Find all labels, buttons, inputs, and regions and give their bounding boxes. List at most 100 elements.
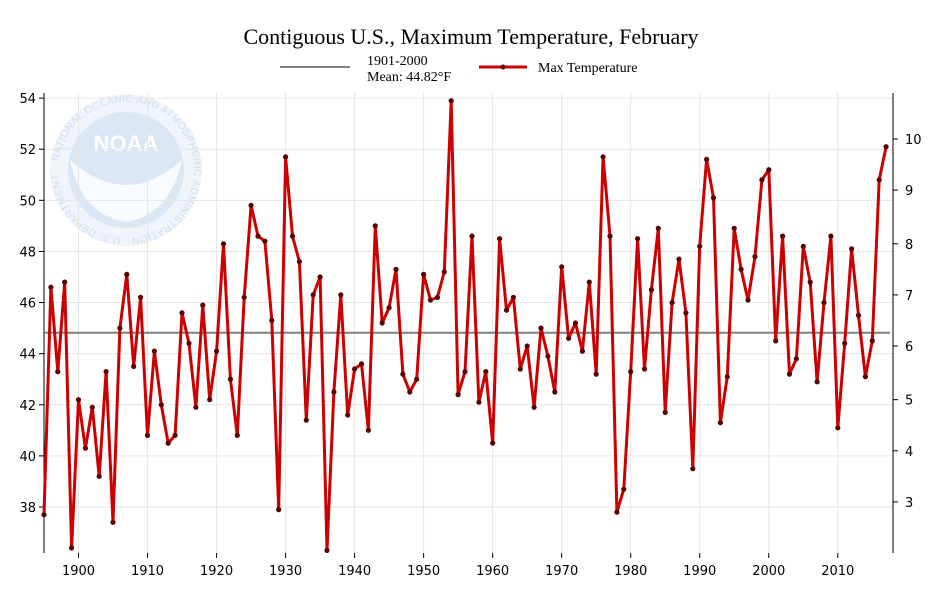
data-point	[842, 340, 848, 346]
data-point	[131, 363, 137, 369]
legend-mean-label-line1: 1901-2000	[367, 54, 428, 69]
data-point	[462, 369, 468, 375]
data-point	[69, 545, 75, 551]
data-point	[621, 486, 627, 492]
data-point	[386, 305, 392, 311]
x-tick-label: 1980	[614, 564, 647, 579]
y-tick-label-right: 8	[905, 238, 913, 253]
x-tick-label: 1990	[683, 564, 716, 579]
data-point	[759, 177, 765, 183]
data-point	[731, 225, 737, 231]
data-point	[372, 223, 378, 229]
data-point	[517, 366, 523, 372]
data-point	[745, 297, 751, 303]
data-point	[158, 402, 164, 408]
data-point	[179, 310, 185, 316]
data-point	[227, 376, 233, 382]
data-point	[545, 353, 551, 359]
data-point	[138, 294, 144, 300]
y-tick-label-right: 6	[905, 340, 913, 355]
data-point	[752, 254, 758, 260]
data-point	[724, 374, 730, 380]
data-point	[531, 404, 537, 410]
y-tick-label-right: 3	[905, 496, 913, 511]
data-point	[117, 325, 123, 331]
data-point	[483, 369, 489, 375]
data-point	[427, 297, 434, 303]
data-point	[855, 312, 862, 318]
axes: 1900 1910 1920 1930 1940 1950 1960 1970 1980 1990…	[19, 92, 921, 579]
y-tick-label-right: 5	[905, 394, 913, 409]
data-point	[144, 432, 151, 438]
data-point	[780, 233, 786, 239]
x-tick-label: 1930	[269, 564, 302, 579]
x-tick-label: 1970	[545, 564, 578, 579]
noaa-logo-center-text: NOAA	[94, 131, 159, 156]
data-point	[96, 473, 102, 479]
legend: 1901-2000 Mean: 44.82°F Max Temperature	[280, 54, 637, 85]
data-point	[786, 371, 793, 377]
y-tick-label-left: 46	[19, 297, 36, 312]
y-tick-label-right: 4	[905, 445, 913, 460]
legend-series-marker	[500, 64, 506, 70]
data-point	[883, 144, 889, 150]
data-point	[82, 445, 88, 451]
data-point	[793, 356, 800, 362]
data-point	[89, 404, 95, 410]
y-tick-label-left: 48	[19, 245, 36, 260]
x-tick-label: 1960	[476, 564, 509, 579]
data-point	[766, 167, 772, 173]
data-point	[676, 256, 682, 262]
data-point	[207, 397, 213, 403]
data-point	[414, 376, 420, 382]
data-point	[358, 361, 365, 367]
data-point	[345, 412, 351, 418]
data-point	[296, 259, 302, 265]
chart-title: Contiguous U.S., Maximum Temperature, Fe…	[243, 24, 698, 49]
data-point	[441, 269, 447, 275]
data-point	[697, 243, 703, 249]
x-tick-label: 1940	[338, 564, 371, 579]
data-point	[635, 236, 641, 242]
x-tick-label: 2000	[752, 564, 785, 579]
data-point	[269, 317, 275, 323]
y-tick-label-left: 50	[19, 194, 36, 209]
data-point	[448, 98, 454, 104]
data-point	[876, 177, 882, 183]
legend-series-label: Max Temperature	[538, 61, 637, 76]
data-point	[655, 225, 661, 231]
data-point	[593, 371, 599, 377]
data-point	[193, 404, 199, 410]
data-point	[365, 427, 371, 433]
data-point	[607, 233, 613, 239]
series-max-temperature	[41, 98, 889, 554]
data-point	[503, 307, 510, 313]
data-point	[241, 294, 247, 300]
data-point	[814, 379, 820, 385]
data-point	[455, 392, 461, 398]
data-point	[276, 507, 282, 513]
data-point	[641, 366, 648, 372]
data-point	[469, 233, 475, 239]
data-point	[62, 279, 68, 285]
data-point	[828, 233, 834, 239]
data-point	[600, 154, 606, 160]
data-point	[628, 369, 634, 375]
data-point	[220, 241, 227, 247]
y-tick-label-right: 9	[905, 184, 913, 199]
data-point	[379, 320, 385, 326]
y-tick-label-left: 42	[19, 399, 36, 414]
data-point	[393, 266, 399, 272]
data-point	[683, 310, 689, 316]
data-point	[289, 233, 296, 239]
data-point	[869, 338, 875, 344]
data-point	[773, 338, 779, 344]
data-point	[614, 509, 620, 515]
data-point	[690, 466, 696, 472]
data-point	[124, 271, 130, 277]
data-point	[234, 432, 240, 438]
y-tick-label-left: 54	[19, 92, 36, 107]
data-point	[214, 348, 220, 354]
data-point	[75, 397, 82, 403]
